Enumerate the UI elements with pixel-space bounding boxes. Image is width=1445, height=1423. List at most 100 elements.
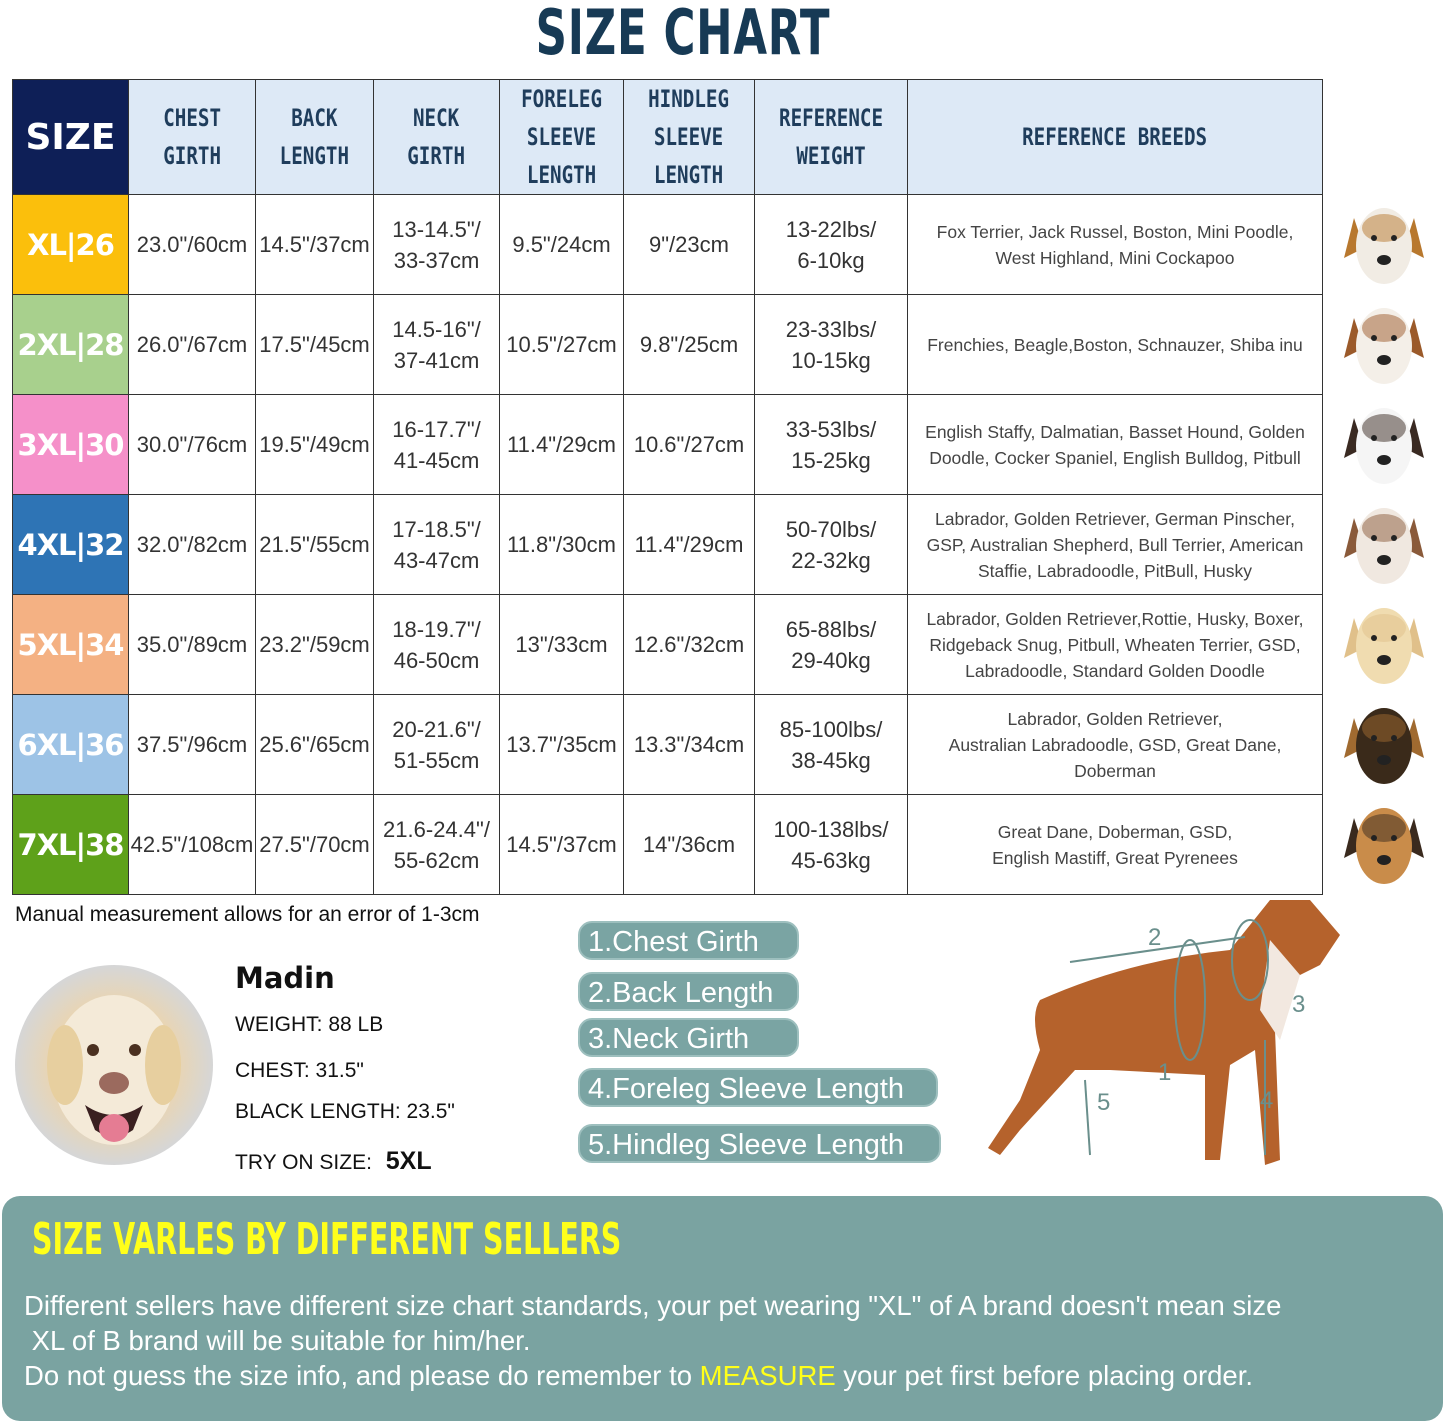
weight-cell: 33-53lbs/ 15-25kg [754, 394, 908, 495]
banner-line-2: XL of B brand will be suitable for him/h… [24, 1325, 531, 1356]
neck-cell: 20-21.6"/ 51-55cm [373, 694, 500, 795]
hindleg-cell: 9"/23cm [623, 194, 755, 295]
back-cell: 14.5"/37cm [255, 194, 374, 295]
neck-cell: 14.5-16"/ 37-41cm [373, 294, 500, 395]
measurement-note: Manual measurement allows for an error o… [15, 903, 480, 926]
diagram-label-5: 5 [1097, 1089, 1110, 1116]
banner-line-3-start: Do not guess the size info, and please d… [24, 1360, 700, 1391]
back-cell: 25.6"/65cm [255, 694, 374, 795]
banner-text: Different sellers have different size ch… [24, 1288, 1444, 1393]
try-value: 5XL [385, 1147, 432, 1175]
neck-cell: 16-17.7"/ 41-45cm [373, 394, 500, 495]
table-row: XL|26 23.0"/60cm 14.5"/37cm 13-14.5"/ 33-37… [12, 194, 1323, 295]
labrador-dog-photo [1326, 594, 1442, 694]
table-row: 3XL|30 30.0"/76cm 19.5"/49cm 16-17.7"/ 41-4… [12, 394, 1323, 495]
neck-cell: 17-18.5"/ 43-47cm [373, 494, 500, 595]
weight-cell: 100-138lbs/ 45-63kg [754, 794, 908, 895]
measurement-neck-girth: 3.Neck Girth [578, 1018, 799, 1057]
measurement-hindleg-sleeve: 5.Hindleg Sleeve Length [578, 1124, 941, 1163]
measurement-back-length: 2.Back Length [578, 972, 799, 1011]
foreleg-cell: 13"/33cm [499, 594, 624, 695]
chest-cell: 23.0"/60cm [128, 194, 256, 295]
weight-cell: 13-22lbs/ 6-10kg [754, 194, 908, 295]
pitbull-dog-photo [1326, 494, 1442, 594]
table-row: 6XL|36 37.5"/96cm 25.6"/65cm 20-21.6"/ 51-5… [12, 694, 1323, 795]
breeds-cell: Frenchies, Beagle,Boston, Schnauzer, Shi… [907, 294, 1323, 395]
table-row: 7XL|38 42.5"/108cm 27.5"/70cm 21.6-24.4"/ 5… [12, 794, 1323, 895]
column-header: REFERENCE WEIGHT [754, 79, 908, 195]
column-header: CHEST GIRTH [128, 79, 256, 195]
foreleg-cell: 11.8"/30cm [499, 494, 624, 595]
chest-cell: 32.0"/82cm [128, 494, 256, 595]
size-cell: 6XL|36 [12, 694, 129, 795]
back-cell: 27.5"/70cm [255, 794, 374, 895]
weight-cell: 65-88lbs/ 29-40kg [754, 594, 908, 695]
profile-name: Madin [235, 961, 335, 995]
column-header: HINDLEG SLEEVE LENGTH [623, 79, 755, 195]
chest-cell: 35.0"/89cm [128, 594, 256, 695]
dog-measurement-diagram: 2 3 1 4 5 [988, 900, 1340, 1165]
size-cell: 4XL|32 [12, 494, 129, 595]
chest-cell: 42.5"/108cm [128, 794, 256, 895]
header-label: NECK GIRTH [407, 104, 466, 170]
back-cell: 21.5"/55cm [255, 494, 374, 595]
breeds-cell: Labrador, Golden Retriever, German Pinsc… [907, 494, 1323, 595]
table-row: 5XL|34 35.0"/89cm 23.2"/59cm 18-19.7"/ 46-5… [12, 594, 1323, 695]
foreleg-cell: 10.5"/27cm [499, 294, 624, 395]
seller-warning-banner: SIZE VARLES BY DIFFERENT SELLERS Differe… [2, 1196, 1443, 1421]
neck-cell: 13-14.5"/ 33-37cm [373, 194, 500, 295]
size-cell: 7XL|38 [12, 794, 129, 895]
header-label: REFERENCE WEIGHT [778, 104, 884, 170]
back-cell: 23.2"/59cm [255, 594, 374, 695]
column-header: REFERENCE BREEDS [907, 79, 1323, 195]
hindleg-cell: 12.6"/32cm [623, 594, 755, 695]
column-header: SIZE [12, 79, 129, 195]
diagram-label-4: 4 [1260, 1087, 1273, 1114]
mastiff-dog-photo [1326, 794, 1442, 894]
diagram-label-2: 2 [1148, 924, 1161, 951]
table-row: 2XL|28 26.0"/67cm 17.5"/45cm 14.5-16"/ 37-4… [12, 294, 1323, 395]
diagram-label-3: 3 [1292, 991, 1305, 1018]
dalmatian-dog-photo [1326, 394, 1442, 494]
banner-title: SIZE VARLES BY DIFFERENT SELLERS [32, 1214, 622, 1265]
banner-line-3-end: your pet first before placing order. [835, 1360, 1253, 1391]
profile-length: BLACK LENGTH: 23.5" [235, 1100, 455, 1123]
size-chart-table: SIZE CHEST GIRTH BACK LENGTH NECK GIRTH FORE… [12, 79, 1323, 895]
weight-cell: 85-100lbs/ 38-45kg [754, 694, 908, 795]
foreleg-cell: 9.5"/24cm [499, 194, 624, 295]
back-cell: 19.5"/49cm [255, 394, 374, 495]
chest-cell: 30.0"/76cm [128, 394, 256, 495]
breeds-cell: Great Dane, Doberman, GSD, English Masti… [907, 794, 1323, 895]
size-cell: 2XL|28 [12, 294, 129, 395]
beagle-dog-photo [1326, 294, 1442, 394]
column-header: NECK GIRTH [373, 79, 500, 195]
breeds-cell: Labrador, Golden Retriever,Rottie, Husky… [907, 594, 1323, 695]
hindleg-cell: 9.8"/25cm [623, 294, 755, 395]
neck-cell: 21.6-24.4"/ 55-62cm [373, 794, 500, 895]
foreleg-cell: 13.7"/35cm [499, 694, 624, 795]
chest-cell: 37.5"/96cm [128, 694, 256, 795]
size-cell: 5XL|34 [12, 594, 129, 695]
breed-photos [1326, 194, 1442, 894]
size-cell: XL|26 [12, 194, 129, 295]
hindleg-cell: 14"/36cm [623, 794, 755, 895]
terrier-dog-photo [1326, 194, 1442, 294]
hindleg-cell: 10.6"/27cm [623, 394, 755, 495]
page-title: SIZE CHART [535, 0, 831, 69]
try-label: TRY ON SIZE: [235, 1151, 372, 1174]
measure-highlight: MEASURE [699, 1360, 836, 1391]
profile-chest: CHEST: 31.5" [235, 1059, 364, 1082]
header-label: FORELEG SLEEVE LENGTH [521, 85, 602, 189]
header-label: BACK LENGTH [279, 104, 350, 170]
foreleg-cell: 14.5"/37cm [499, 794, 624, 895]
table-row: 4XL|32 32.0"/82cm 21.5"/55cm 17-18.5"/ 43-4… [12, 494, 1323, 595]
banner-line-1: Different sellers have different size ch… [24, 1290, 1282, 1321]
weight-cell: 23-33lbs/ 10-15kg [754, 294, 908, 395]
header-label: HINDLEG SLEEVE LENGTH [648, 85, 730, 189]
shepherd-dog-photo [1326, 694, 1442, 794]
neck-cell: 18-19.7"/ 46-50cm [373, 594, 500, 695]
column-header: FORELEG SLEEVE LENGTH [499, 79, 624, 195]
profile-weight: WEIGHT: 88 LB [235, 1013, 384, 1036]
weight-cell: 50-70lbs/ 22-32kg [754, 494, 908, 595]
column-header: BACK LENGTH [255, 79, 374, 195]
